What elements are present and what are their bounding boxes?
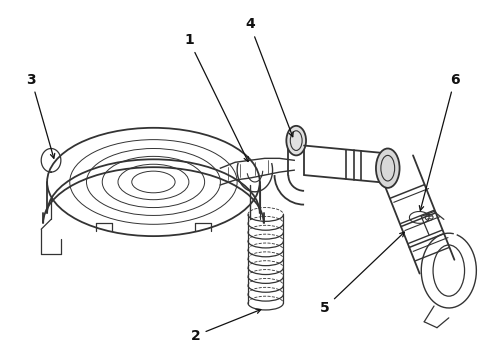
Ellipse shape — [47, 128, 260, 236]
Ellipse shape — [286, 126, 306, 156]
Text: 5: 5 — [320, 232, 404, 315]
Text: 1: 1 — [184, 33, 248, 162]
Ellipse shape — [376, 148, 399, 188]
Text: 3: 3 — [26, 73, 55, 158]
Text: 4: 4 — [245, 17, 293, 137]
Text: 2: 2 — [191, 309, 261, 343]
Text: 6: 6 — [419, 73, 460, 211]
